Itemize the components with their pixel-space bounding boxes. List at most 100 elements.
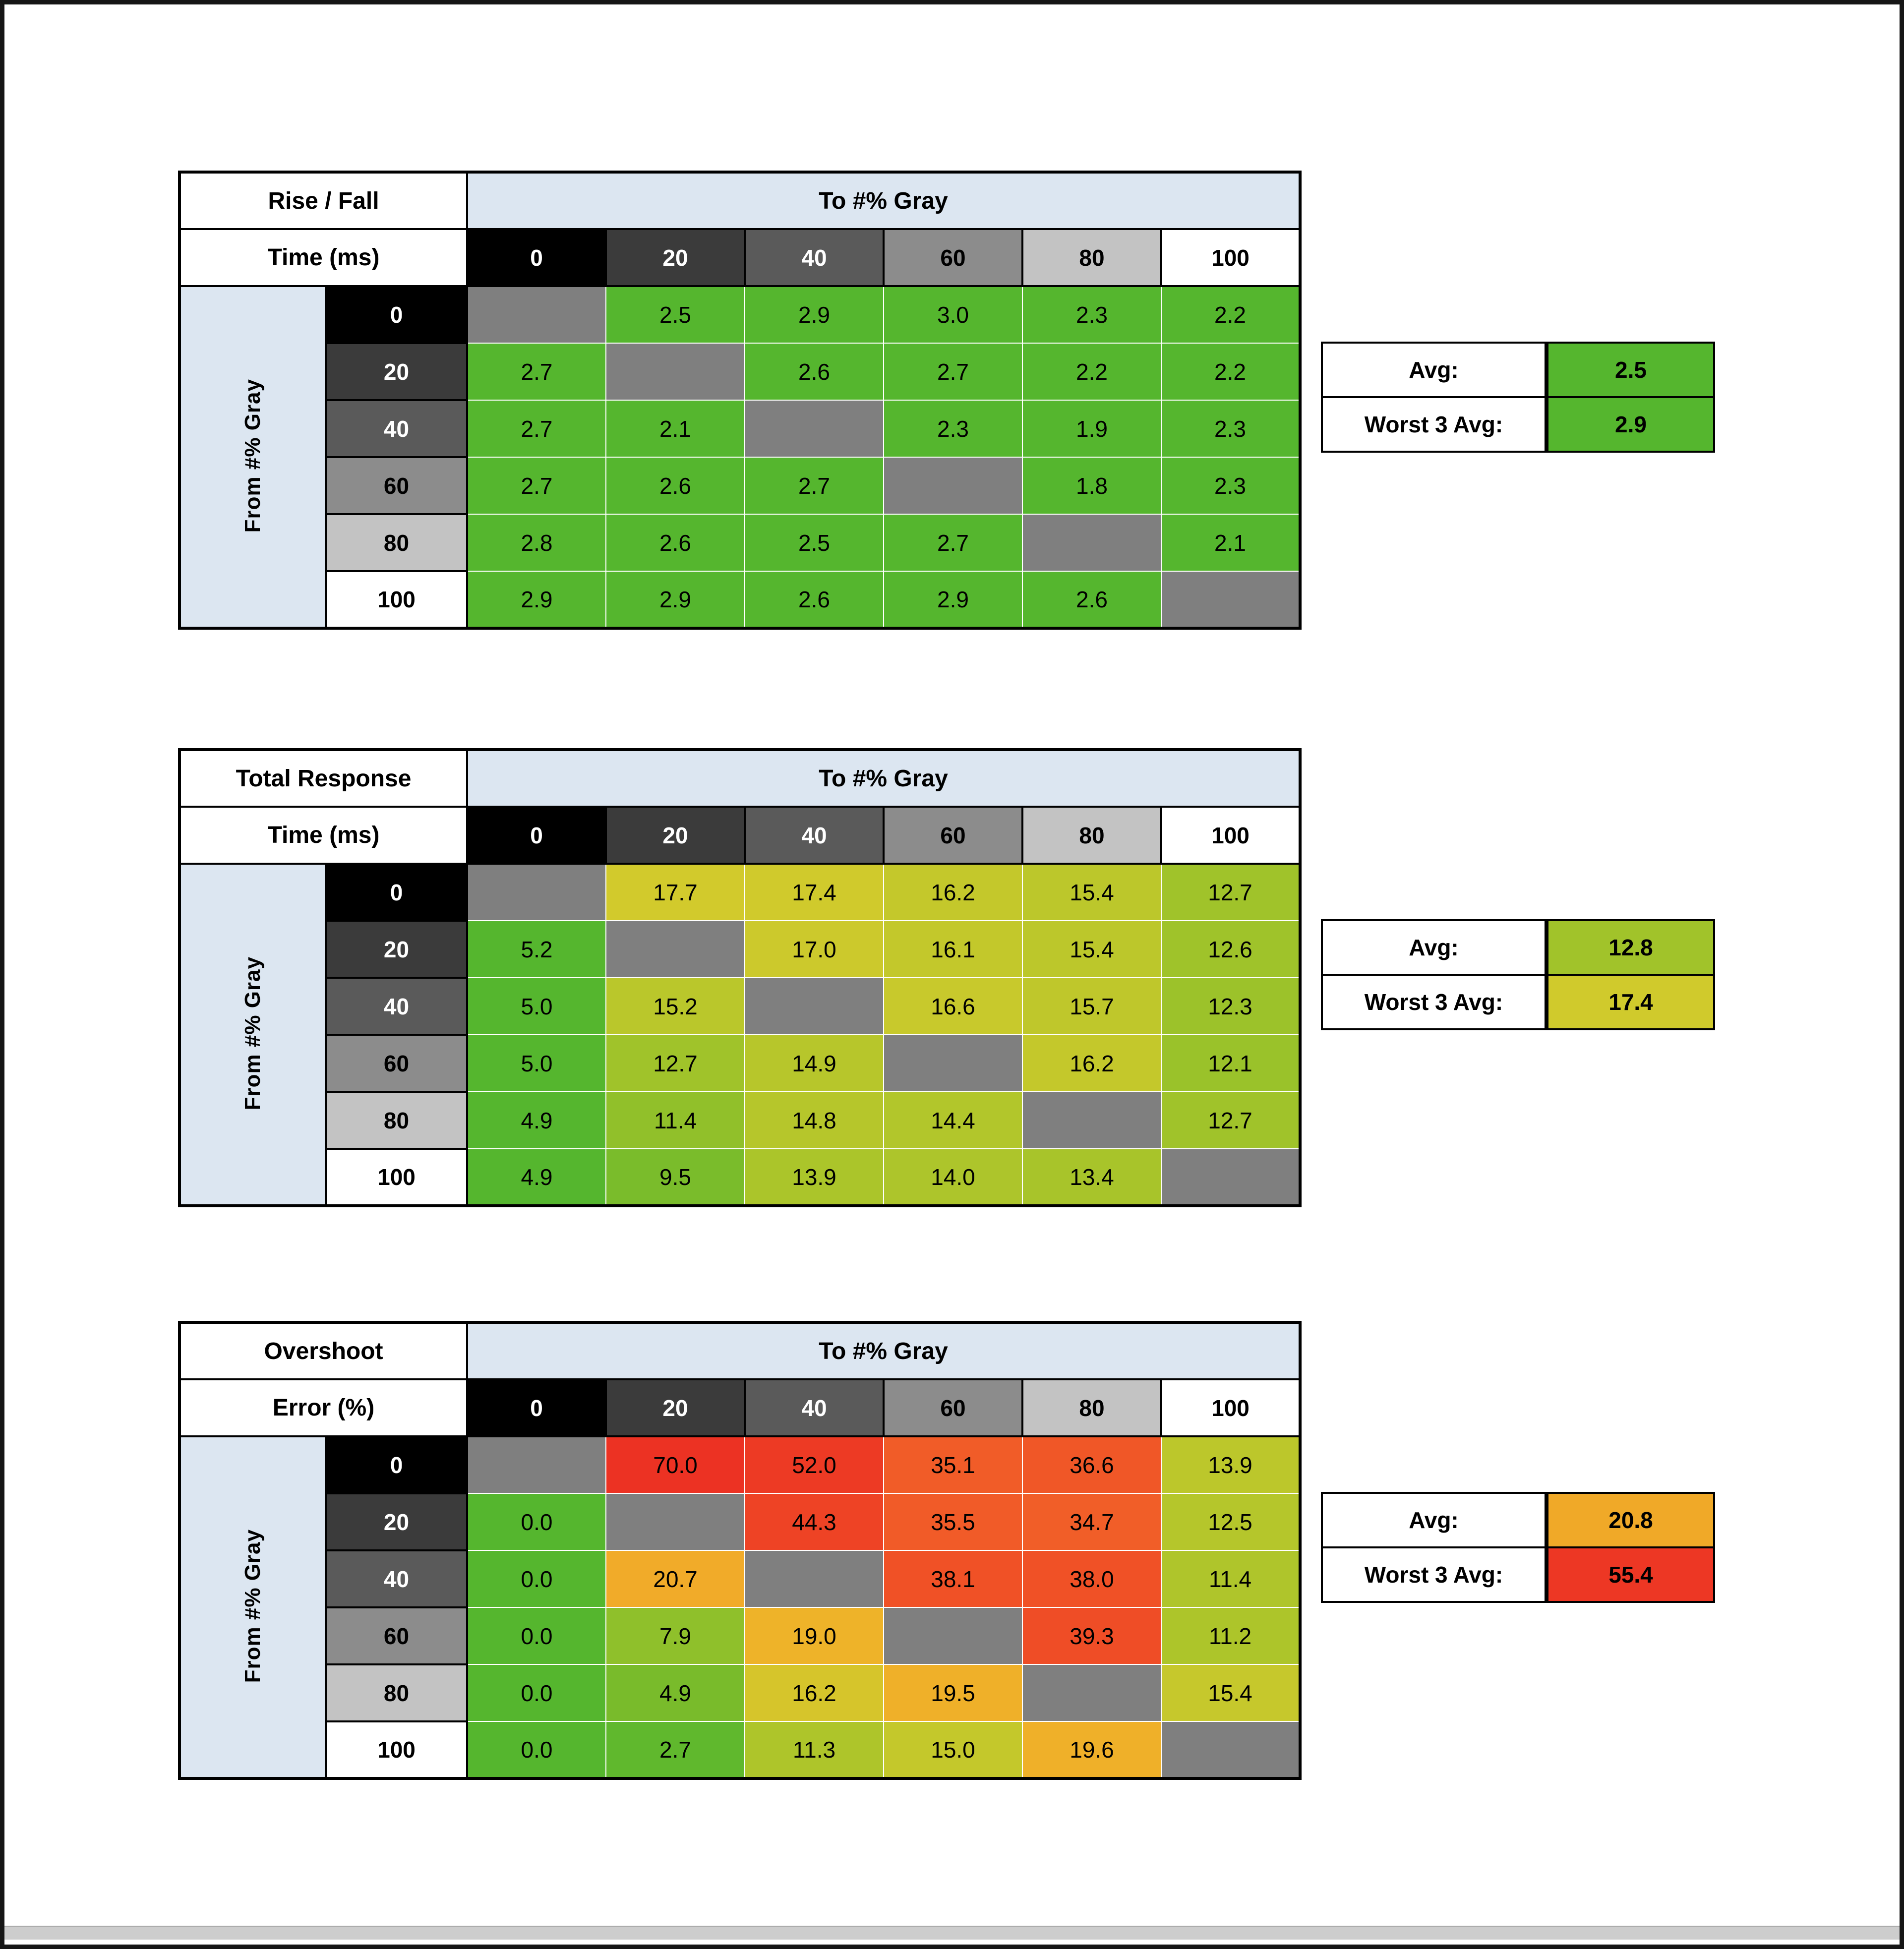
value-cell: 16.1	[883, 920, 1023, 978]
value-cell: 13.9	[1161, 1436, 1301, 1494]
value-cell: 19.5	[883, 1664, 1023, 1722]
diagonal-cell	[605, 920, 745, 978]
value-cell: 13.4	[1022, 1148, 1162, 1206]
col-header-100: 100	[1160, 1378, 1301, 1437]
value-cell: 16.2	[744, 1664, 884, 1722]
value-cell: 52.0	[744, 1436, 884, 1494]
value-cell: 2.5	[744, 514, 884, 572]
worst3-row: Worst 3 Avg: 2.9	[1321, 396, 1715, 453]
diagonal-cell	[1022, 514, 1162, 572]
value-cell: 9.5	[605, 1148, 745, 1206]
table-title-line1: Overshoot	[178, 1321, 468, 1380]
worst3-value: 17.4	[1547, 974, 1715, 1030]
value-cell: 5.0	[467, 1034, 606, 1092]
value-cell: 2.7	[467, 343, 606, 401]
value-cell: 38.0	[1022, 1550, 1162, 1608]
row-header-60: 60	[325, 1034, 468, 1093]
diagonal-cell	[1022, 1664, 1162, 1722]
row-header-60: 60	[325, 1606, 468, 1665]
value-cell: 12.7	[1161, 863, 1301, 921]
col-header-60: 60	[883, 1378, 1023, 1437]
value-cell: 12.1	[1161, 1034, 1301, 1092]
col-header-60: 60	[883, 806, 1023, 865]
avg-value: 2.5	[1547, 342, 1715, 398]
avg-label: Avg:	[1321, 919, 1547, 976]
value-cell: 4.9	[467, 1091, 606, 1149]
overshoot-table-section: Overshoot To #% Gray Error (%) 0 20 40 60 80 100…	[178, 1321, 1715, 1780]
value-cell: 2.7	[467, 400, 606, 458]
col-header-80: 80	[1021, 806, 1162, 865]
row-header-0: 0	[325, 1435, 468, 1494]
worst3-row: Worst 3 Avg: 55.4	[1321, 1546, 1715, 1603]
summary-block: Avg: 2.5 Worst 3 Avg: 2.9	[1321, 342, 1715, 453]
value-cell: 2.7	[605, 1721, 745, 1779]
value-cell: 0.0	[467, 1664, 606, 1722]
value-cell: 15.7	[1022, 977, 1162, 1035]
value-cell: 35.1	[883, 1436, 1023, 1494]
row-header-20: 20	[325, 920, 468, 979]
value-cell: 2.3	[883, 400, 1023, 458]
diagonal-cell	[467, 863, 606, 921]
value-cell: 35.5	[883, 1493, 1023, 1551]
table-title-line1: Rise / Fall	[178, 171, 468, 230]
horizontal-scrollbar[interactable]	[4, 1926, 1900, 1940]
value-cell: 2.3	[1022, 286, 1162, 344]
value-cell: 2.3	[1161, 457, 1301, 515]
value-cell: 2.6	[605, 457, 745, 515]
diagonal-cell	[1161, 1148, 1301, 1206]
overshoot-error-table: Overshoot To #% Gray Error (%) 0 20 40 60 80 100…	[178, 1321, 1302, 1780]
diagonal-cell	[744, 1550, 884, 1608]
value-cell: 12.7	[1161, 1091, 1301, 1149]
table-title-line2: Time (ms)	[178, 228, 468, 287]
value-cell: 11.4	[1161, 1550, 1301, 1608]
value-cell: 14.8	[744, 1091, 884, 1149]
value-cell: 36.6	[1022, 1436, 1162, 1494]
value-cell: 4.9	[605, 1664, 745, 1722]
value-cell: 15.4	[1161, 1664, 1301, 1722]
value-cell: 0.0	[467, 1493, 606, 1551]
diagonal-cell	[1022, 1091, 1162, 1149]
diagonal-cell	[883, 1034, 1023, 1092]
row-header-0: 0	[325, 863, 468, 922]
avg-label: Avg:	[1321, 342, 1547, 398]
value-cell: 2.6	[605, 514, 745, 572]
value-cell: 2.3	[1161, 400, 1301, 458]
avg-row: Avg: 12.8	[1321, 919, 1715, 976]
row-header-100: 100	[325, 570, 468, 629]
value-cell: 2.6	[744, 571, 884, 629]
worst3-label: Worst 3 Avg:	[1321, 1546, 1547, 1603]
row-header-80: 80	[325, 1663, 468, 1722]
total-response-table-section: Total Response To #% Gray Time (ms) 0 20 40 60…	[178, 748, 1715, 1207]
diagonal-cell	[1161, 571, 1301, 629]
value-cell: 70.0	[605, 1436, 745, 1494]
worst3-label: Worst 3 Avg:	[1321, 974, 1547, 1030]
x-axis-label: To #% Gray	[466, 749, 1301, 808]
table-title-line2: Error (%)	[178, 1378, 468, 1437]
value-cell: 11.4	[605, 1091, 745, 1149]
row-header-20: 20	[325, 1492, 468, 1551]
row-header-60: 60	[325, 456, 468, 515]
value-cell: 0.0	[467, 1607, 606, 1665]
worst3-value: 2.9	[1547, 396, 1715, 453]
worst3-label: Worst 3 Avg:	[1321, 396, 1547, 453]
row-header-40: 40	[325, 1549, 468, 1608]
col-header-0: 0	[466, 1378, 607, 1437]
value-cell: 11.2	[1161, 1607, 1301, 1665]
y-axis-label-text: From #% Gray	[240, 1529, 265, 1683]
value-cell: 2.5	[605, 286, 745, 344]
row-header-0: 0	[325, 285, 468, 344]
value-cell: 2.6	[744, 343, 884, 401]
col-header-20: 20	[605, 1378, 746, 1437]
row-header-40: 40	[325, 399, 468, 458]
value-cell: 4.9	[467, 1148, 606, 1206]
row-header-80: 80	[325, 513, 468, 572]
worst3-row: Worst 3 Avg: 17.4	[1321, 974, 1715, 1030]
col-header-80: 80	[1021, 228, 1162, 287]
value-cell: 7.9	[605, 1607, 745, 1665]
diagonal-cell	[883, 457, 1023, 515]
avg-row: Avg: 20.8	[1321, 1492, 1715, 1548]
value-cell: 34.7	[1022, 1493, 1162, 1551]
value-cell: 12.3	[1161, 977, 1301, 1035]
value-cell: 19.6	[1022, 1721, 1162, 1779]
